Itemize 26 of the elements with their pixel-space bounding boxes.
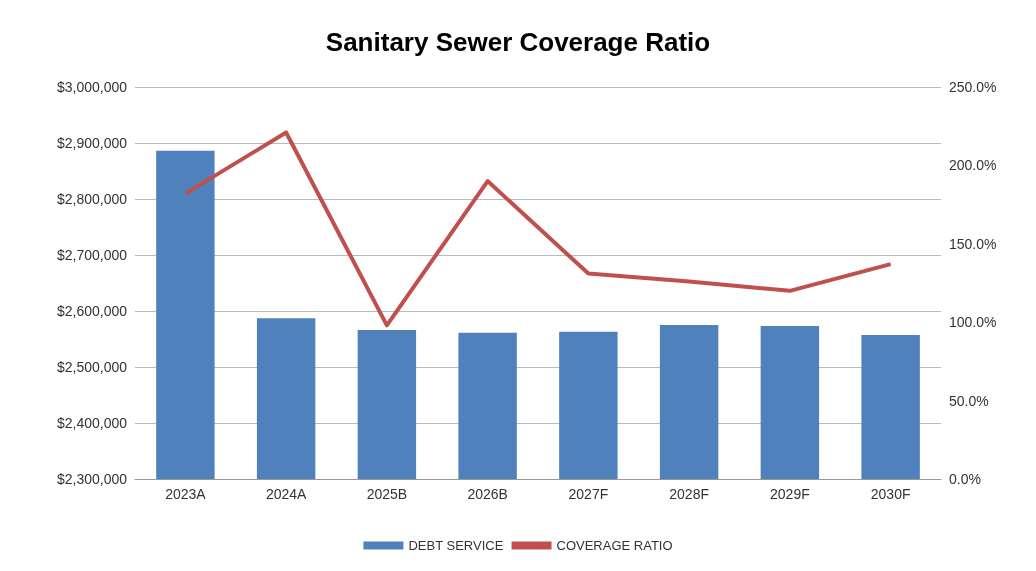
x-tick-label: 2029F: [770, 486, 810, 502]
y2-tick-label: 200.0%: [949, 157, 997, 174]
y-tick-label: $2,600,000: [56, 303, 128, 319]
x-tick-label: 2026B: [467, 486, 508, 502]
y-tick-label: $2,900,000: [56, 135, 128, 151]
y-tick-label: $2,700,000: [56, 247, 128, 263]
y2-tick-label: 150.0%: [949, 235, 997, 252]
y2-tick-label: 50.0%: [949, 392, 989, 409]
x-tick-label: 2030F: [870, 486, 911, 502]
legend-label: COVERAGE RATIO: [556, 538, 673, 553]
x-tick-label: 2025B: [366, 486, 408, 502]
chart-title: Sanitary Sewer Coverage Ratio: [325, 27, 711, 57]
y-tick-label: $3,000,000: [56, 79, 128, 95]
y-tick-label: $2,500,000: [56, 359, 128, 375]
x-tick-label: 2028F: [669, 486, 709, 502]
x-tick-label: 2027F: [568, 486, 609, 502]
y2-tick-label: 0.0%: [949, 471, 981, 487]
y2-tick-label: 100.0%: [949, 314, 997, 331]
y2-tick-label: 250.0%: [949, 79, 997, 95]
y-tick-label: $2,300,000: [56, 471, 128, 487]
y-tick-label: $2,800,000: [56, 191, 128, 207]
legend-label: DEBT SERVICE: [408, 538, 504, 553]
x-tick-label: 2023A: [165, 486, 207, 502]
line-series: [183, 130, 893, 328]
x-tick-label: 2024A: [265, 486, 308, 502]
y-tick-label: $2,400,000: [56, 415, 128, 431]
